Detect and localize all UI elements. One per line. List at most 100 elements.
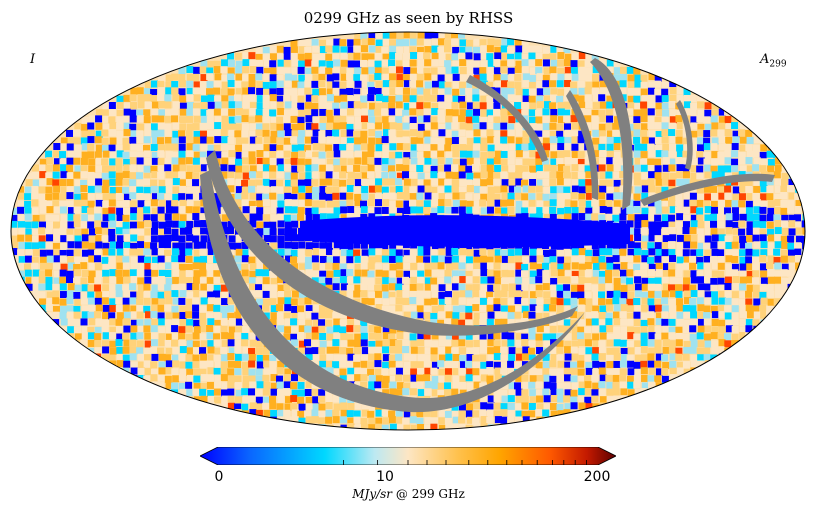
map-pixel — [228, 95, 236, 103]
map-pixel — [374, 290, 382, 298]
map-pixel — [291, 312, 299, 320]
map-pixel — [549, 66, 557, 74]
map-pixel — [766, 221, 774, 229]
map-pixel — [53, 206, 61, 214]
map-pixel — [361, 80, 369, 88]
map-pixel — [256, 228, 264, 236]
map-pixel — [158, 241, 166, 249]
map-pixel — [634, 305, 642, 313]
map-pixel — [109, 340, 117, 348]
map-pixel — [599, 136, 607, 144]
map-pixel — [207, 144, 215, 152]
map-pixel — [703, 158, 711, 166]
map-pixel — [626, 220, 634, 228]
map-pixel — [473, 319, 481, 327]
map-pixel — [32, 179, 40, 187]
map-pixel — [626, 269, 634, 277]
map-pixel — [787, 290, 795, 298]
map-pixel — [473, 375, 481, 383]
map-pixel — [123, 193, 131, 201]
map-pixel — [528, 158, 536, 166]
map-pixel — [129, 172, 137, 180]
map-pixel — [192, 388, 200, 396]
map-pixel — [263, 263, 271, 271]
map-pixel — [234, 101, 242, 109]
map-pixel — [326, 200, 334, 208]
map-pixel — [242, 66, 250, 74]
map-pixel — [80, 157, 88, 165]
map-pixel — [318, 389, 326, 397]
map-pixel — [115, 304, 123, 312]
map-pixel — [479, 116, 487, 124]
map-pixel — [375, 304, 383, 312]
map-pixel — [752, 284, 760, 292]
map-pixel — [346, 123, 354, 131]
map-pixel — [563, 262, 571, 270]
map-pixel — [696, 214, 704, 222]
map-pixel — [710, 115, 718, 123]
map-pixel — [640, 143, 648, 151]
map-pixel — [262, 193, 270, 201]
map-pixel — [396, 277, 404, 285]
map-pixel — [227, 67, 235, 75]
map-pixel — [80, 185, 88, 193]
map-pixel — [262, 402, 270, 410]
map-pixel — [248, 73, 256, 81]
map-pixel — [599, 150, 607, 158]
map-pixel — [186, 165, 194, 173]
map-pixel — [459, 158, 467, 166]
map-pixel — [669, 136, 677, 144]
map-pixel — [213, 312, 221, 320]
map-pixel — [500, 122, 508, 130]
map-pixel — [164, 213, 172, 221]
map-pixel — [668, 129, 676, 137]
map-pixel — [137, 235, 145, 243]
map-pixel — [80, 199, 88, 207]
map-pixel — [542, 59, 550, 67]
map-pixel — [164, 123, 172, 131]
map-pixel — [459, 101, 467, 109]
map-pixel — [424, 347, 432, 355]
map-pixel — [515, 347, 523, 355]
map-pixel — [431, 52, 439, 60]
map-pixel — [459, 248, 467, 256]
map-pixel — [669, 158, 677, 166]
map-pixel — [416, 95, 424, 103]
map-pixel — [221, 59, 229, 67]
map-pixel — [234, 193, 242, 201]
map-pixel — [641, 95, 649, 103]
map-pixel — [711, 340, 719, 348]
map-pixel — [619, 375, 627, 383]
map-pixel — [227, 368, 235, 376]
map-pixel — [521, 291, 529, 299]
map-pixel — [718, 284, 726, 292]
map-pixel — [130, 207, 138, 215]
map-pixel — [11, 220, 18, 228]
map-pixel — [368, 45, 376, 53]
map-pixel — [711, 109, 719, 117]
map-pixel — [402, 122, 410, 130]
map-pixel — [717, 129, 725, 137]
map-pixel — [633, 381, 641, 389]
map-pixel — [584, 262, 592, 270]
map-pixel — [241, 199, 249, 207]
map-pixel — [423, 374, 431, 382]
map-pixel — [80, 277, 88, 285]
map-pixel — [263, 136, 271, 144]
map-pixel — [591, 199, 599, 207]
map-pixel — [564, 66, 572, 74]
map-pixel — [165, 347, 173, 355]
map-pixel — [368, 102, 376, 110]
map-pixel — [585, 200, 593, 208]
map-pixel — [500, 158, 508, 166]
map-pixel — [759, 151, 767, 159]
map-pixel — [249, 66, 257, 74]
map-pixel — [480, 262, 488, 270]
map-pixel — [648, 277, 656, 285]
map-pixel — [746, 213, 754, 221]
map-pixel — [136, 157, 144, 165]
map-pixel — [403, 353, 411, 361]
map-pixel — [605, 283, 613, 291]
map-pixel — [627, 214, 635, 222]
